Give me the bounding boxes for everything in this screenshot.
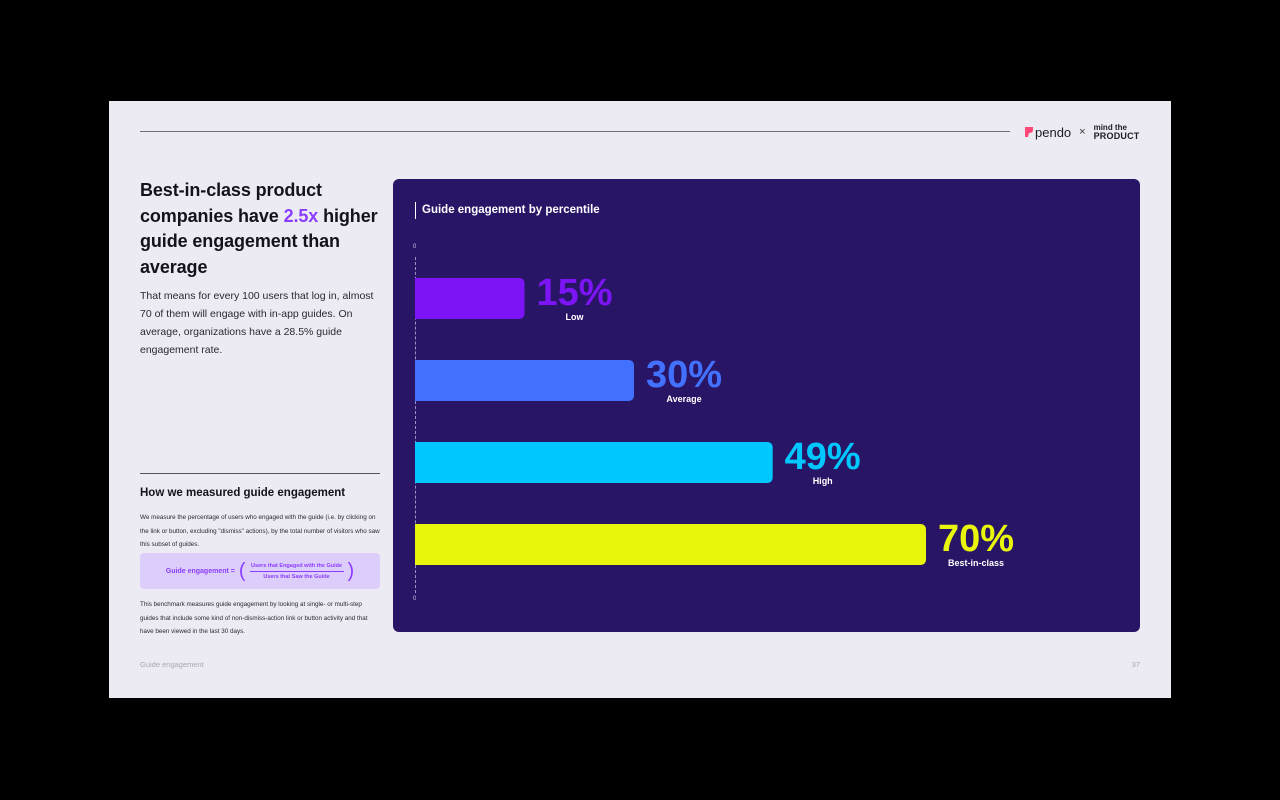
formula-numerator: Users that Engaged with the Guide xyxy=(250,562,343,569)
category-label: Average xyxy=(666,394,701,404)
paren-close: ) xyxy=(347,560,355,582)
mtp-line2: PRODUCT xyxy=(1093,131,1140,141)
bar-low xyxy=(415,278,525,319)
bar-chart: 15%Low 30%Average 49%High 70%Best-in-class xyxy=(415,272,1014,568)
brand-lockup: pendo × mind the PRODUCT xyxy=(1025,123,1140,141)
mtp-line1: mind the xyxy=(1093,123,1127,132)
page-number: 37 xyxy=(1131,660,1140,669)
paren-open: ( xyxy=(238,560,246,582)
axis-label-bottom: 0 xyxy=(413,596,417,602)
pendo-logo: pendo xyxy=(1025,125,1071,140)
method-description: We measure the percentage of users who e… xyxy=(140,514,380,548)
category-label: High xyxy=(813,476,833,486)
slide: pendo × mind the PRODUCT Best-in-class p… xyxy=(109,101,1171,698)
headline-part1: Best-in-class product companies have xyxy=(140,180,322,226)
category-label: Low xyxy=(566,312,585,322)
pendo-wordmark: pendo xyxy=(1035,124,1072,140)
value-label: 15% xyxy=(536,272,612,314)
value-label: 30% xyxy=(646,354,722,396)
brand-separator: × xyxy=(1079,126,1086,138)
method-note: This benchmark measures guide engagement… xyxy=(140,601,368,635)
footer-section-label: Guide engagement xyxy=(140,660,204,669)
value-label: 49% xyxy=(785,436,861,478)
headline: Best-in-class product companies have 2.5… xyxy=(140,178,390,280)
header-divider xyxy=(140,131,1010,132)
axis-line xyxy=(415,257,416,593)
bar-average xyxy=(415,360,634,401)
chart-panel: Guide engagement by percentile 0 0 15% Lo… xyxy=(393,179,1140,632)
headline-part2: higher guide engagement than average xyxy=(140,205,378,277)
intro-paragraph: That means for every 100 users that log … xyxy=(140,290,374,356)
formula-denominator: Users that Saw the Guide xyxy=(263,573,330,580)
axis-label-top: 0 xyxy=(413,244,417,250)
headline-highlight: 2.5x xyxy=(283,205,319,226)
method-title: How we measured guide engagement xyxy=(140,487,346,499)
formula-label: Guide engagement = xyxy=(165,567,235,575)
bar-best-in-class xyxy=(415,524,926,565)
section-divider xyxy=(140,473,380,474)
chart-title: Guide engagement by percentile xyxy=(422,204,600,216)
value-label: 70% xyxy=(938,518,1014,560)
bar-high xyxy=(415,442,773,483)
category-label: Best-in-class xyxy=(948,558,1004,568)
formula-box: Guide engagement = ( Users that Engaged … xyxy=(140,553,380,589)
pendo-icon xyxy=(1025,127,1033,137)
title-accent-bar xyxy=(415,202,416,219)
fraction-bar xyxy=(249,570,344,572)
formula-fraction: Users that Engaged with the Guide Users … xyxy=(249,562,344,580)
mind-the-product-logo: mind the PRODUCT xyxy=(1093,123,1140,141)
